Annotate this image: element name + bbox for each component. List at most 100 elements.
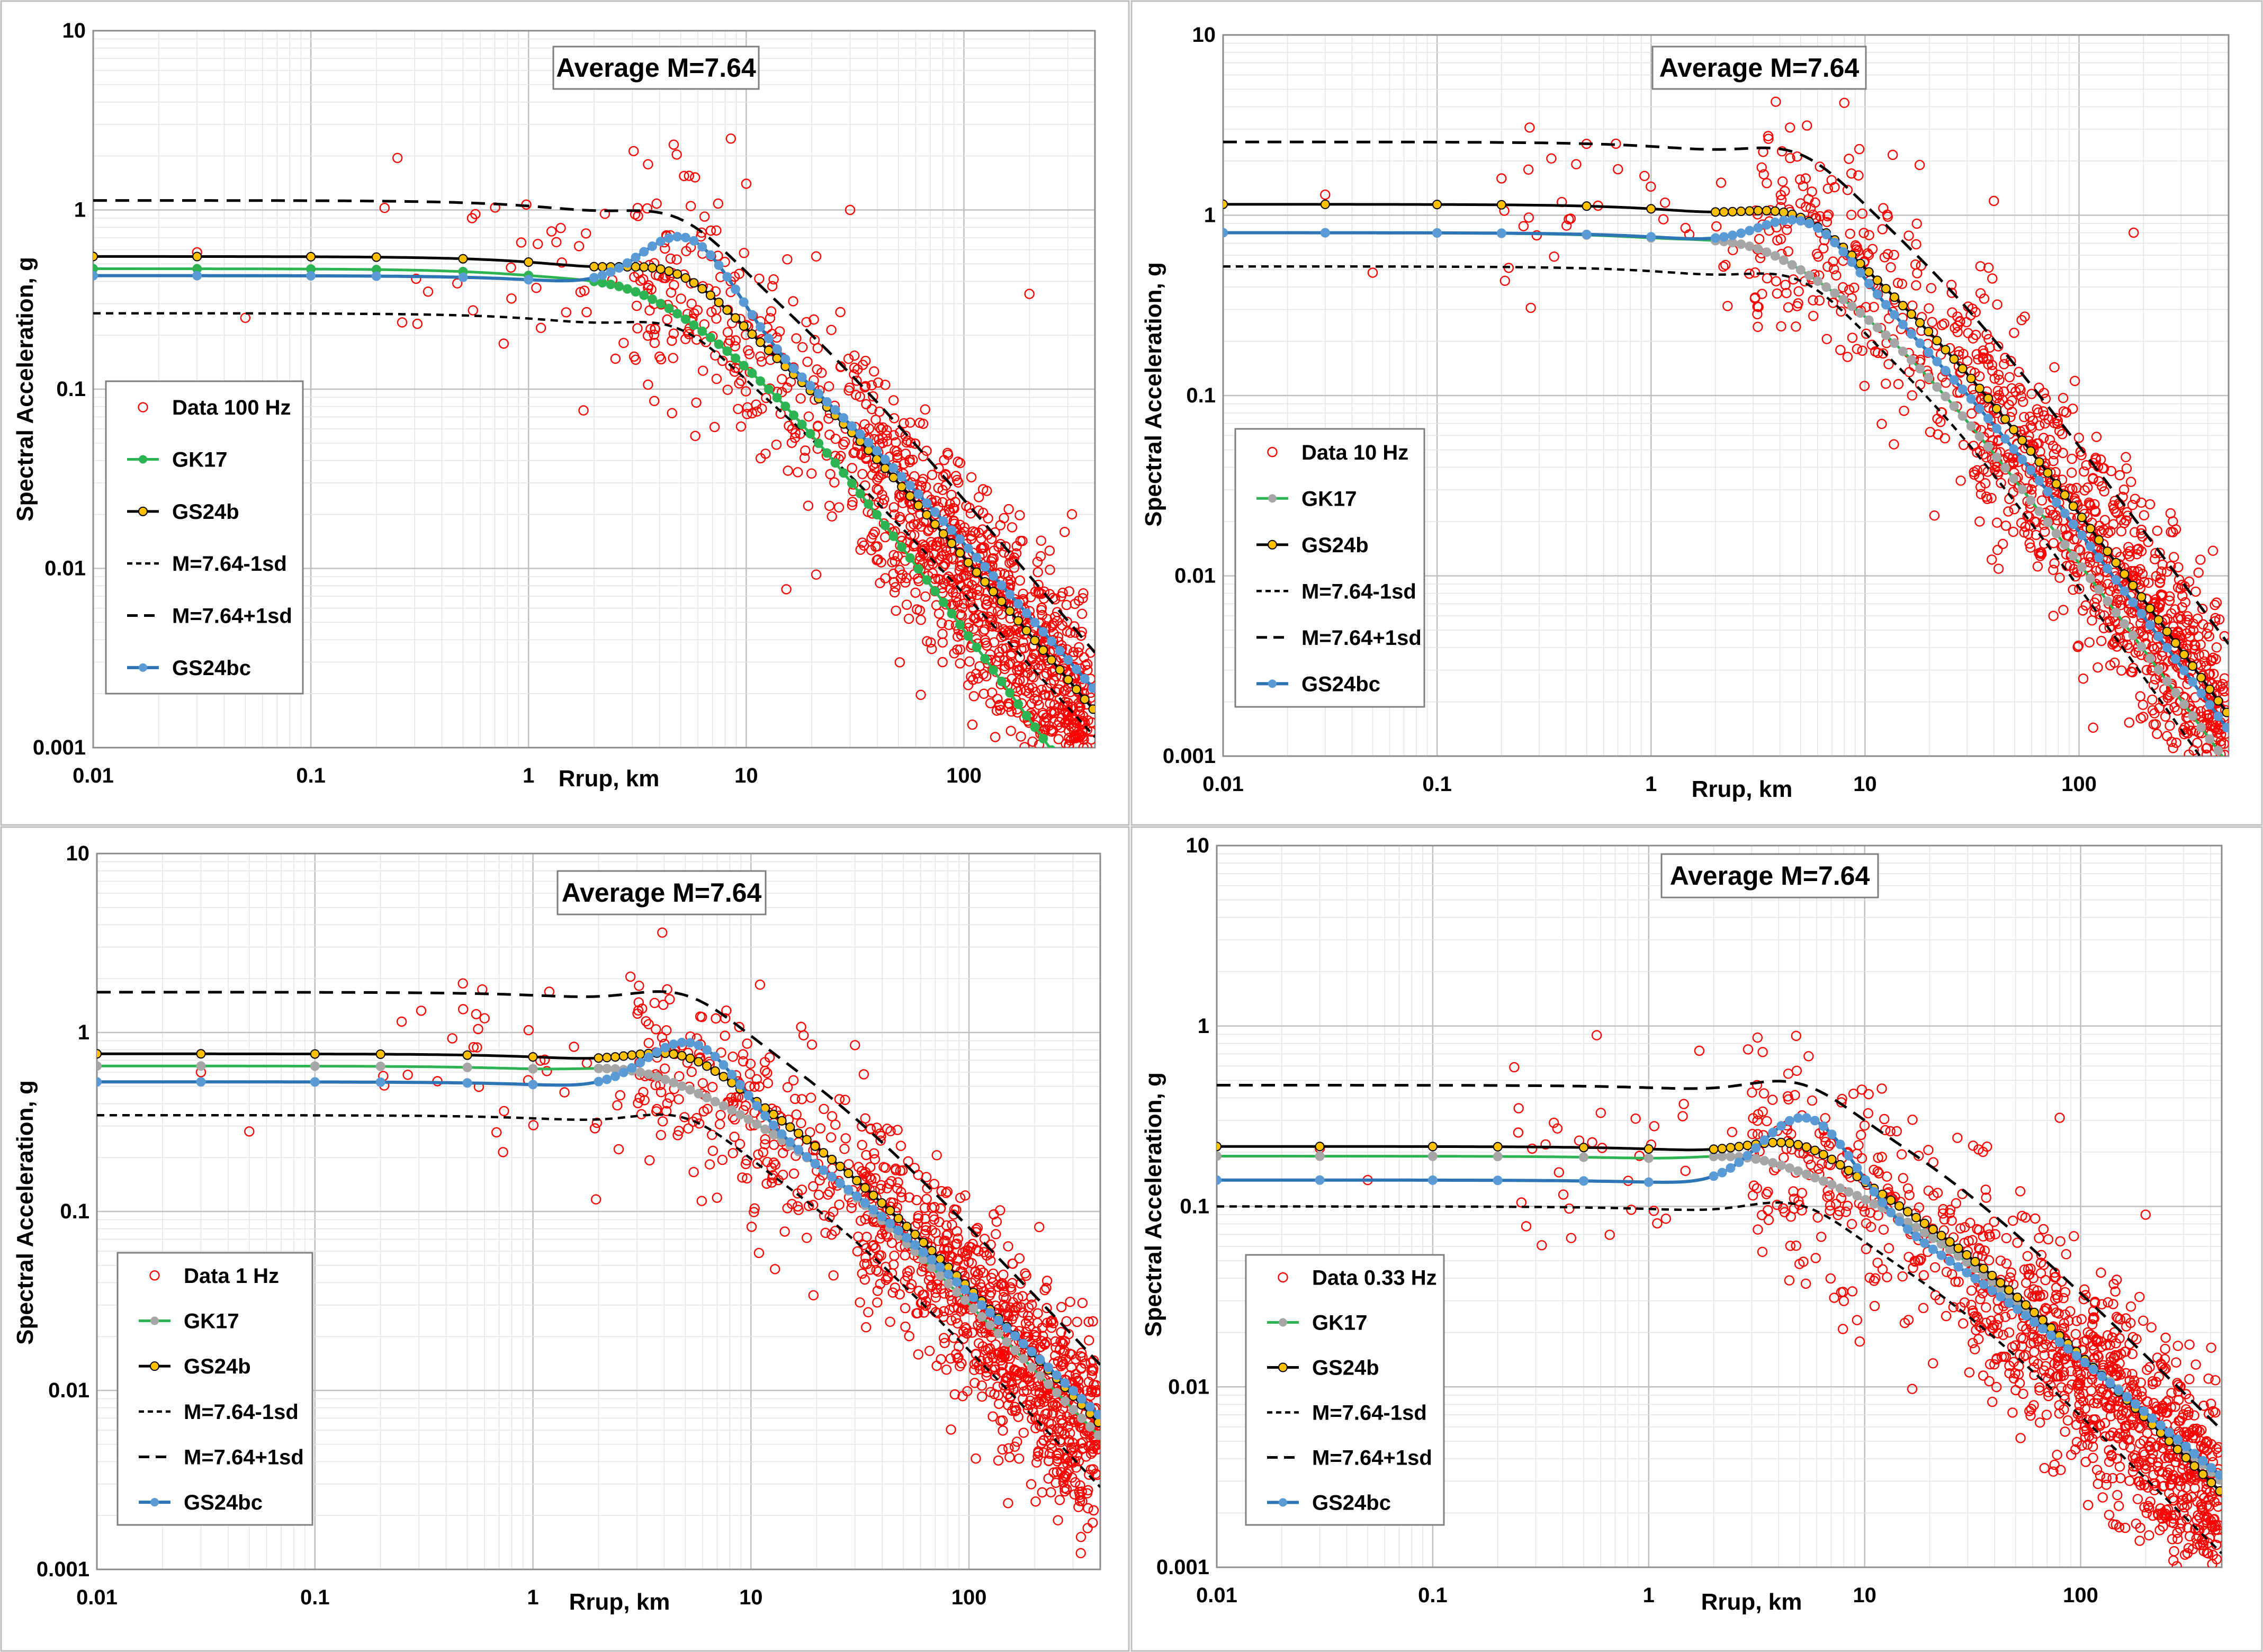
data-point — [815, 1123, 826, 1134]
data-point — [1828, 264, 1839, 274]
data-point — [1074, 701, 1084, 711]
data-point — [1910, 1256, 1920, 1267]
data-point — [2087, 615, 2097, 626]
plot-content — [93, 133, 1095, 748]
series-plus-1sd — [93, 199, 1095, 654]
data-point — [812, 364, 822, 375]
data-point — [762, 1067, 773, 1079]
series-gs24bc-marker — [458, 272, 468, 282]
data-point — [556, 257, 567, 268]
y-tick-label: 10 — [66, 842, 90, 865]
data-point — [1784, 122, 1795, 133]
data-point — [931, 540, 942, 551]
data-point — [690, 430, 701, 441]
series-gk17-marker — [960, 1295, 970, 1305]
data-point — [958, 598, 969, 609]
data-point — [875, 470, 886, 481]
data-point — [946, 574, 956, 585]
data-point — [1911, 280, 1921, 291]
data-point — [761, 392, 771, 403]
data-point — [1747, 1128, 1758, 1139]
data-point — [2122, 640, 2133, 650]
data-point — [1853, 1140, 1864, 1151]
data-point — [779, 1226, 790, 1237]
series-gk17-marker — [1804, 271, 1814, 281]
data-point — [1045, 698, 1055, 709]
data-point — [1896, 1149, 1907, 1160]
data-point — [1831, 270, 1842, 281]
series-gk17-marker — [993, 1328, 1003, 1339]
data-point — [878, 1162, 889, 1172]
data-point — [2121, 452, 2131, 462]
data-point — [1944, 1208, 1955, 1219]
data-point — [922, 550, 933, 561]
data-point — [2149, 554, 2160, 564]
data-point — [2132, 549, 2142, 560]
data-point — [1044, 720, 1054, 731]
series-gk17-marker — [1047, 745, 1056, 748]
data-point — [685, 201, 696, 211]
series-gs24b-marker — [935, 1254, 945, 1264]
data-point — [807, 1200, 819, 1210]
series-gs24bc-marker — [677, 1037, 687, 1047]
data-point — [1047, 1397, 1058, 1408]
series-gs24b-marker — [868, 1190, 878, 1200]
series-gs24bc-marker — [672, 232, 683, 241]
data-point — [1758, 169, 1769, 179]
series-gs24bc-marker — [1779, 216, 1789, 226]
data-point — [1992, 544, 2003, 555]
series-gk17-marker — [1932, 382, 1942, 392]
series-gk17-marker — [888, 531, 899, 541]
data-point — [1918, 1270, 1929, 1281]
data-point — [859, 419, 870, 430]
data-point — [1078, 588, 1089, 599]
data-point — [1800, 201, 1811, 212]
data-point — [872, 483, 882, 495]
data-point — [1044, 545, 1055, 556]
data-point — [1059, 1486, 1070, 1497]
data-point — [769, 1264, 780, 1274]
data-point — [753, 1247, 765, 1259]
data-point — [1031, 1457, 1042, 1468]
series-gk17-marker — [1010, 1345, 1020, 1355]
series-gs24b-marker — [647, 263, 657, 273]
data-point — [904, 1192, 915, 1203]
data-point — [392, 152, 403, 163]
data-point — [999, 1286, 1009, 1297]
data-point — [938, 1333, 949, 1343]
data-point — [1009, 1441, 1020, 1452]
series-gk17-marker — [1005, 688, 1015, 698]
data-point — [1929, 1262, 1941, 1273]
data-point — [1057, 587, 1068, 598]
data-point — [825, 1132, 837, 1143]
data-point — [633, 1098, 643, 1109]
data-point — [900, 1303, 911, 1314]
y-tick-label: 0.1 — [60, 1200, 89, 1223]
y-tick-label: 1 — [78, 1021, 89, 1044]
data-point — [1021, 1326, 1032, 1337]
data-point — [412, 318, 423, 329]
data-point — [2106, 465, 2117, 477]
data-point — [661, 1025, 672, 1036]
data-point — [2031, 517, 2042, 527]
data-point — [632, 203, 643, 213]
data-point — [919, 1307, 929, 1318]
data-point — [673, 1126, 684, 1136]
data-point — [1966, 1285, 1977, 1296]
data-point — [1911, 218, 1922, 229]
data-point — [994, 701, 1005, 711]
data-point — [1969, 1344, 1980, 1354]
series-gs24b-marker — [627, 1050, 637, 1060]
data-point — [907, 454, 918, 465]
data-point — [1061, 1316, 1072, 1327]
data-point — [828, 1206, 839, 1217]
data-point — [1846, 168, 1857, 179]
series-gk17-marker — [830, 458, 840, 468]
data-point — [966, 472, 977, 483]
data-point — [859, 1259, 870, 1269]
data-point — [751, 1074, 762, 1085]
data-point — [890, 1282, 901, 1293]
data-point — [895, 573, 906, 583]
series-gs24bc-marker — [2034, 476, 2044, 486]
data-point — [2004, 399, 2014, 410]
